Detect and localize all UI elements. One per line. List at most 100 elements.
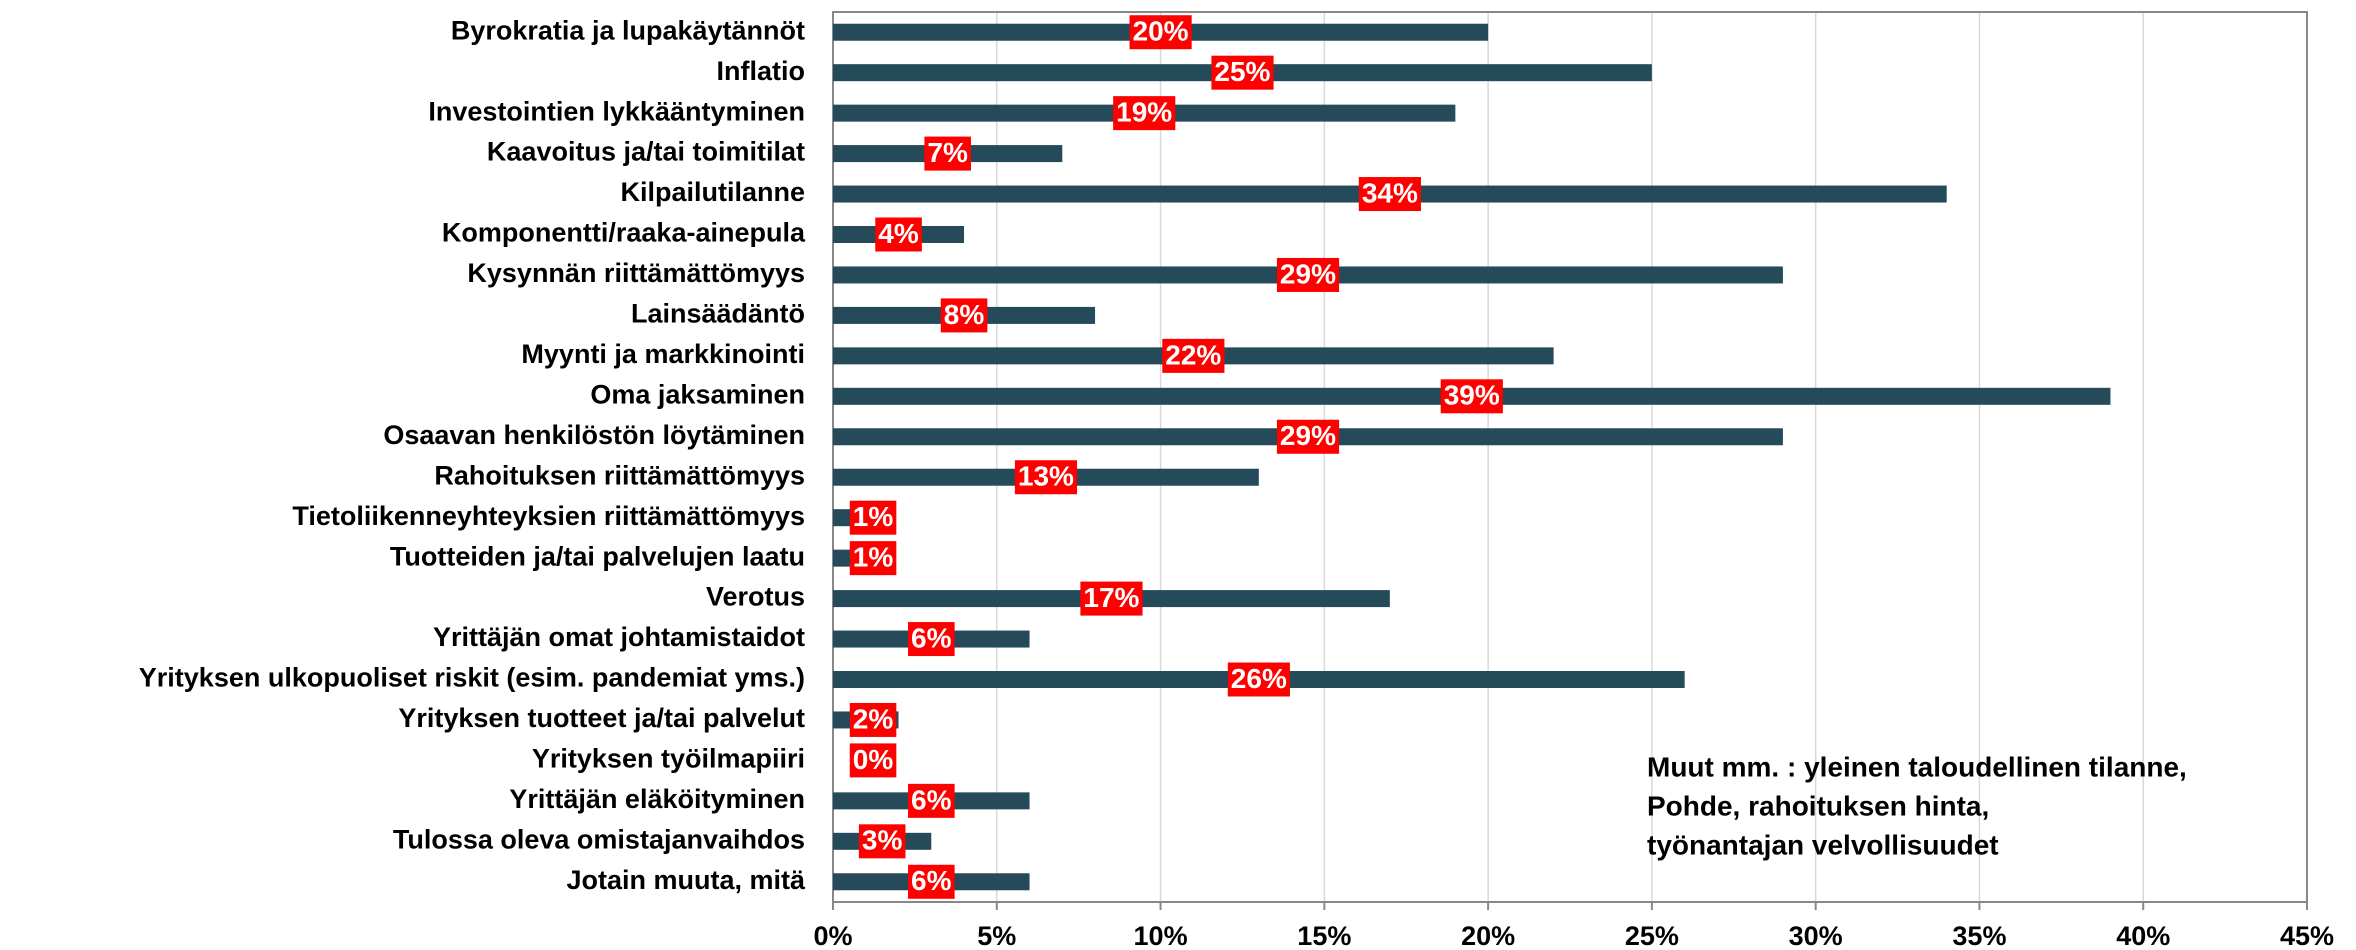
data-label: 1% bbox=[849, 500, 897, 535]
y-tick-label: Tulossa oleva omistajanvaihdos bbox=[393, 824, 805, 854]
y-tick-label: Lainsäädäntö bbox=[631, 299, 805, 329]
data-label: 20% bbox=[1129, 15, 1192, 50]
data-label-box bbox=[858, 824, 906, 859]
y-tick-label: Kysynnän riittämättömyys bbox=[467, 258, 805, 288]
data-label-box bbox=[1080, 581, 1143, 616]
data-label-text: 29% bbox=[1280, 420, 1336, 451]
x-tick-label: 35% bbox=[1952, 921, 2006, 950]
plot-border bbox=[832, 11, 2308, 903]
y-tick-label: Investointien lykkääntyminen bbox=[428, 96, 805, 126]
y-tick-label: Oma jaksaminen bbox=[590, 379, 805, 409]
data-label-box bbox=[1227, 662, 1290, 697]
data-label-text: 6% bbox=[911, 622, 952, 653]
data-label-text: 17% bbox=[1083, 582, 1139, 613]
annotation: työnantajan velvollisuudet bbox=[1647, 829, 1999, 860]
data-label: 29% bbox=[1276, 257, 1340, 292]
data-label-text: 3% bbox=[862, 825, 903, 856]
annotation: Muut mm. : yleinen taloudellinen tilanne… bbox=[1647, 751, 2187, 782]
x-tick-label: 45% bbox=[2280, 921, 2334, 950]
data-label-text: 13% bbox=[1018, 461, 1074, 492]
y-tick-label: Tietoliikenneyhteyksien riittämättömyys bbox=[292, 501, 805, 531]
data-label: 3% bbox=[858, 824, 906, 859]
data-label-text: 6% bbox=[911, 865, 952, 896]
data-label: 22% bbox=[1162, 338, 1225, 373]
data-label-box bbox=[1211, 55, 1274, 90]
y-tick-label: Osaavan henkilöstön löytäminen bbox=[383, 420, 805, 450]
x-tick-label: 20% bbox=[1461, 921, 1515, 950]
y-tick-label: Kilpailutilanne bbox=[620, 177, 805, 207]
y-tick-label: Yrityksen työilmapiiri bbox=[532, 744, 805, 774]
data-label-text: 7% bbox=[927, 137, 968, 168]
data-label-text: 25% bbox=[1214, 56, 1270, 87]
y-tick-label: Yrityksen tuotteet ja/tai palvelut bbox=[398, 703, 805, 733]
y-tick-label: Komponentti/raaka-ainepula bbox=[442, 218, 806, 248]
data-label-box bbox=[1129, 15, 1192, 50]
x-tick-label: 15% bbox=[1297, 921, 1351, 950]
data-label-box bbox=[875, 217, 922, 252]
data-label: 17% bbox=[1080, 581, 1143, 616]
y-tick-label: Myynti ja markkinointi bbox=[521, 339, 805, 369]
data-label: 4% bbox=[875, 217, 922, 252]
data-label: 6% bbox=[908, 864, 955, 899]
data-label-text: 6% bbox=[911, 784, 952, 815]
data-label-text: 26% bbox=[1231, 663, 1287, 694]
data-label: 25% bbox=[1211, 55, 1274, 90]
data-label-box bbox=[1276, 419, 1340, 454]
data-label-box bbox=[1162, 338, 1225, 373]
x-tick-label: 25% bbox=[1625, 921, 1679, 950]
data-label-box bbox=[1358, 177, 1421, 212]
y-tick-label: Yrityksen ulkopuoliset riskit (esim. pan… bbox=[139, 663, 805, 693]
data-label: 6% bbox=[908, 622, 955, 657]
y-tick-label: Byrokratia ja lupakäytännöt bbox=[451, 15, 805, 45]
data-label-text: 4% bbox=[878, 218, 919, 249]
y-tick-label: Rahoituksen riittämättömyys bbox=[434, 460, 805, 490]
data-label-box bbox=[908, 783, 955, 818]
data-label-text: 0% bbox=[853, 744, 894, 775]
data-label-box bbox=[908, 622, 955, 657]
data-label-text: 20% bbox=[1133, 16, 1189, 47]
data-label-text: 34% bbox=[1362, 177, 1418, 208]
data-label-box bbox=[1276, 257, 1340, 292]
data-label: 8% bbox=[940, 298, 988, 333]
data-label-box bbox=[908, 864, 955, 899]
data-label-text: 1% bbox=[853, 501, 894, 532]
data-label-text: 29% bbox=[1280, 258, 1336, 289]
y-tick-label: Verotus bbox=[706, 582, 805, 612]
x-tick-label: 0% bbox=[813, 921, 852, 950]
data-label-box bbox=[924, 136, 971, 171]
x-tick-label: 40% bbox=[2116, 921, 2170, 950]
x-tick-label: 30% bbox=[1789, 921, 1843, 950]
data-label: 19% bbox=[1113, 96, 1176, 131]
data-label-box bbox=[849, 541, 897, 576]
data-label-box bbox=[1440, 379, 1503, 414]
data-label-text: 2% bbox=[853, 703, 894, 734]
data-label-box bbox=[849, 702, 897, 737]
data-label: 0% bbox=[849, 743, 897, 778]
x-tick-label: 10% bbox=[1134, 921, 1188, 950]
y-tick-label: Yrittäjän omat johtamistaidot bbox=[433, 622, 805, 652]
data-label-text: 1% bbox=[853, 542, 894, 573]
data-label-text: 39% bbox=[1444, 380, 1500, 411]
y-tick-label: Inflatio bbox=[717, 56, 806, 86]
y-tick-label: Tuotteiden ja/tai palvelujen laatu bbox=[390, 541, 805, 571]
y-tick-label: Kaavoitus ja/tai toimitilat bbox=[487, 137, 805, 167]
data-label: 39% bbox=[1440, 379, 1503, 414]
data-label: 2% bbox=[849, 702, 897, 737]
data-label-text: 8% bbox=[944, 299, 985, 330]
data-label: 26% bbox=[1227, 662, 1290, 697]
data-label: 7% bbox=[924, 136, 971, 171]
data-label-box bbox=[1014, 460, 1078, 495]
data-label: 29% bbox=[1276, 419, 1340, 454]
annotation: Pohde, rahoituksen hinta, bbox=[1647, 790, 1989, 821]
data-label: 13% bbox=[1014, 460, 1078, 495]
data-label-text: 22% bbox=[1165, 339, 1221, 370]
data-label: 6% bbox=[908, 783, 955, 818]
data-label: 1% bbox=[849, 541, 897, 576]
y-tick-label: Yrittäjän eläköityminen bbox=[509, 784, 805, 814]
data-label-box bbox=[1113, 96, 1176, 131]
data-label-box bbox=[940, 298, 988, 333]
y-tick-label: Jotain muuta, mitä bbox=[566, 865, 806, 895]
data-label-text: 19% bbox=[1116, 97, 1172, 128]
x-tick-label: 5% bbox=[977, 921, 1016, 950]
